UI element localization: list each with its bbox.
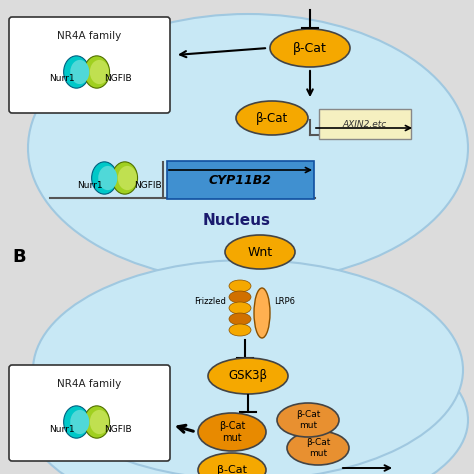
- Ellipse shape: [98, 166, 118, 190]
- Ellipse shape: [91, 162, 117, 194]
- FancyBboxPatch shape: [167, 161, 314, 199]
- Text: GSK3β: GSK3β: [228, 370, 267, 383]
- Ellipse shape: [70, 410, 90, 434]
- FancyBboxPatch shape: [9, 365, 170, 461]
- Text: NGFIB: NGFIB: [104, 73, 132, 82]
- Text: NGFIB: NGFIB: [104, 426, 132, 435]
- Text: B: B: [12, 248, 26, 266]
- Ellipse shape: [270, 29, 350, 67]
- Ellipse shape: [229, 324, 251, 336]
- FancyBboxPatch shape: [319, 109, 411, 139]
- Text: Frizzled: Frizzled: [194, 298, 226, 307]
- Ellipse shape: [208, 358, 288, 394]
- Text: Wnt: Wnt: [247, 246, 273, 258]
- Text: Nurr1: Nurr1: [49, 73, 75, 82]
- Ellipse shape: [23, 160, 473, 460]
- Ellipse shape: [229, 313, 251, 325]
- Text: β-Cat: β-Cat: [217, 465, 247, 474]
- Ellipse shape: [70, 60, 90, 84]
- Text: β-Cat
mut: β-Cat mut: [306, 438, 330, 458]
- Ellipse shape: [229, 302, 251, 314]
- Ellipse shape: [277, 403, 339, 437]
- Ellipse shape: [84, 56, 109, 88]
- Ellipse shape: [198, 413, 266, 451]
- Ellipse shape: [229, 280, 251, 292]
- Text: Nurr1: Nurr1: [49, 426, 75, 435]
- Ellipse shape: [90, 410, 109, 434]
- Text: CYP11B2: CYP11B2: [209, 173, 272, 186]
- Text: AXIN2.etc: AXIN2.etc: [343, 119, 387, 128]
- Ellipse shape: [229, 291, 251, 303]
- Text: β-Cat
mut: β-Cat mut: [219, 421, 245, 443]
- Text: Nucleus: Nucleus: [203, 212, 271, 228]
- Ellipse shape: [28, 14, 468, 282]
- Text: NGFIB: NGFIB: [134, 182, 162, 191]
- Ellipse shape: [287, 431, 349, 465]
- Ellipse shape: [64, 406, 89, 438]
- Ellipse shape: [112, 162, 137, 194]
- Ellipse shape: [90, 60, 109, 84]
- Ellipse shape: [33, 260, 463, 474]
- Text: β-Cat: β-Cat: [256, 111, 288, 125]
- Ellipse shape: [118, 166, 137, 190]
- Text: β-Cat
mut: β-Cat mut: [296, 410, 320, 430]
- Ellipse shape: [84, 406, 109, 438]
- Ellipse shape: [225, 235, 295, 269]
- Ellipse shape: [28, 320, 468, 474]
- Text: NR4A family: NR4A family: [57, 31, 122, 41]
- Ellipse shape: [254, 288, 270, 338]
- Text: LRP6: LRP6: [274, 298, 295, 307]
- Text: NR4A family: NR4A family: [57, 379, 122, 389]
- Text: β-Cat: β-Cat: [293, 42, 327, 55]
- Text: Nurr1: Nurr1: [77, 182, 103, 191]
- Ellipse shape: [64, 56, 89, 88]
- Ellipse shape: [236, 101, 308, 135]
- FancyBboxPatch shape: [9, 17, 170, 113]
- Ellipse shape: [198, 453, 266, 474]
